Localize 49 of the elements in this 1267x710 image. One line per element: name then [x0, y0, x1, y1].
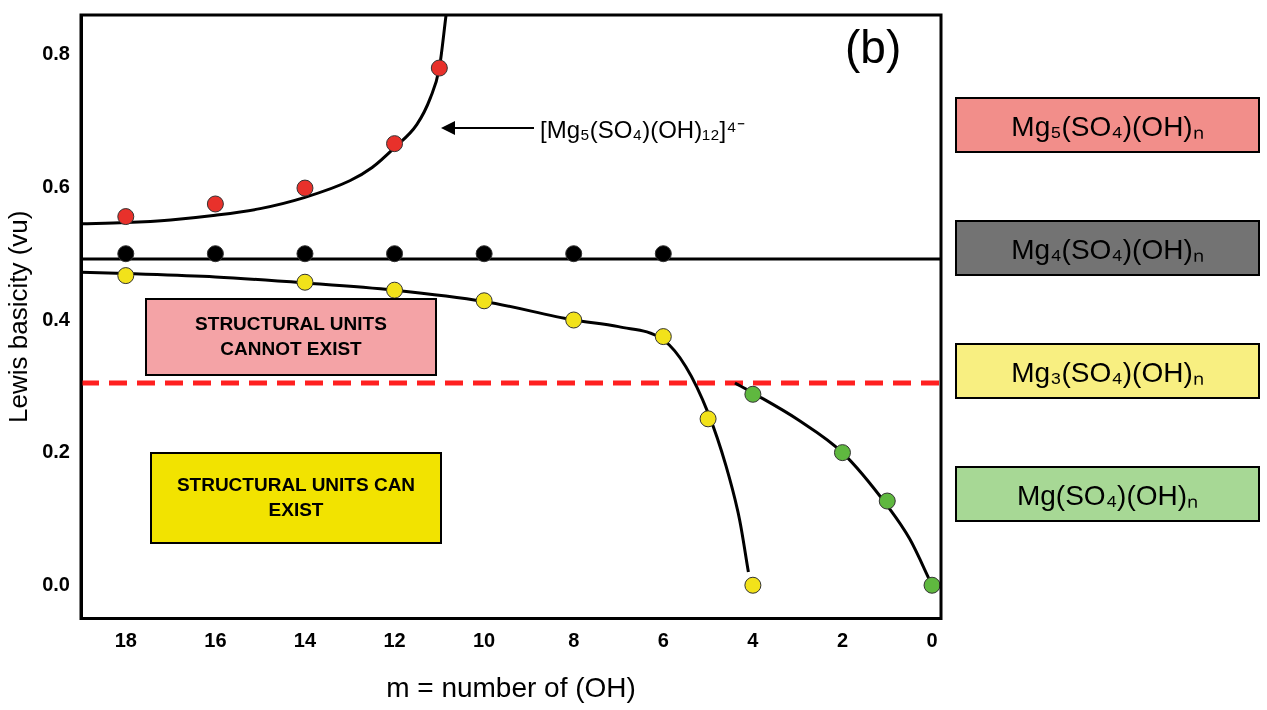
- point: [296, 245, 314, 263]
- point: [744, 576, 762, 594]
- x-tick-label: 10: [473, 628, 496, 651]
- y-axis-title: Lewis basicity (vu): [2, 210, 33, 423]
- text-box: STRUCTURAL UNITS CAN EXIST: [150, 452, 442, 544]
- point: [833, 444, 851, 462]
- y-tick-label: 0.4: [42, 307, 71, 330]
- point: [386, 281, 404, 299]
- x-tick-label: 14: [293, 628, 317, 651]
- y-tick-label: 0.0: [42, 572, 70, 595]
- point: [206, 245, 224, 263]
- text: Mg₅(SO₄)(OH)ₙ: [955, 97, 1260, 153]
- point: [475, 292, 493, 310]
- point: [386, 245, 404, 263]
- point: [878, 492, 896, 510]
- y-tick-label: 0.2: [42, 440, 70, 463]
- point: [206, 195, 224, 213]
- x-tick-label: 8: [568, 628, 580, 651]
- point: [117, 245, 135, 263]
- x-tick-label: 12: [383, 628, 406, 651]
- x-tick-label: 0: [926, 628, 938, 651]
- point: [386, 135, 404, 153]
- x-axis-title: m = number of (OH): [386, 671, 636, 703]
- text-box: STRUCTURAL UNITS CANNOT EXIST: [145, 298, 437, 376]
- point: [296, 273, 314, 291]
- point: [923, 576, 941, 594]
- annotation: [Mg₅(SO₄)(OH)₁₂]⁴⁻: [540, 115, 745, 145]
- x-tick-label: 4: [747, 628, 760, 651]
- point: [296, 179, 314, 197]
- point: [744, 385, 762, 403]
- annotation: (b): [845, 20, 902, 74]
- point: [117, 208, 135, 226]
- y-tick-label: 0.6: [42, 174, 70, 197]
- point: [699, 410, 717, 428]
- point: [475, 245, 493, 263]
- y-tick-label: 0.8: [42, 42, 70, 65]
- x-tick-label: 6: [657, 628, 669, 651]
- x-tick-label: 18: [114, 628, 137, 651]
- point: [117, 267, 135, 285]
- text: Mg₄(SO₄)(OH)ₙ: [955, 220, 1260, 276]
- text: Mg(SO₄)(OH)ₙ: [955, 466, 1260, 522]
- text: Mg₃(SO₄)(OH)ₙ: [955, 343, 1260, 399]
- point: [430, 59, 448, 77]
- point: [565, 311, 583, 329]
- point: [654, 245, 672, 263]
- x-tick-label: 16: [204, 628, 227, 651]
- x-tick-label: 2: [836, 628, 849, 651]
- point: [654, 328, 672, 346]
- point: [565, 245, 583, 263]
